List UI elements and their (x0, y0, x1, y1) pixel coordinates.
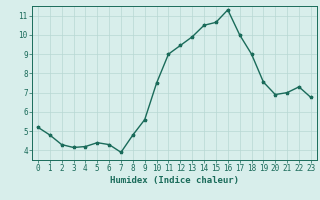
X-axis label: Humidex (Indice chaleur): Humidex (Indice chaleur) (110, 176, 239, 185)
